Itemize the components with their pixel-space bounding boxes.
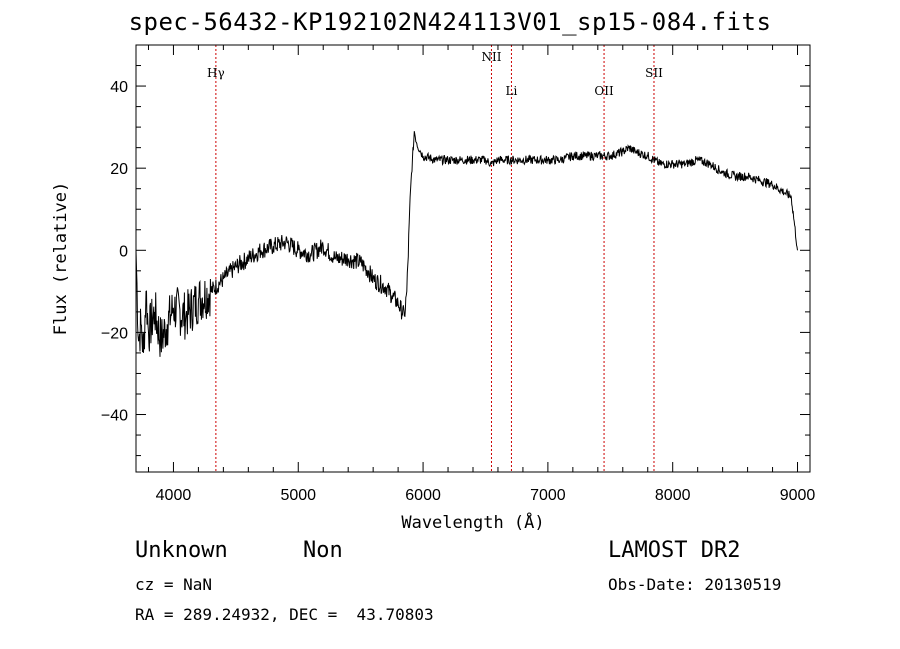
y-tick-label: 40 xyxy=(110,79,128,96)
spectral-line-label: NII xyxy=(481,50,501,64)
y-tick-label: 0 xyxy=(119,243,128,260)
y-tick-label: −40 xyxy=(101,408,128,425)
observation-date: Obs-Date: 20130519 xyxy=(608,575,782,594)
ra-dec-coordinates: RA = 289.24932, DEC = 43.70803 xyxy=(135,605,434,624)
x-tick-label: 6000 xyxy=(405,487,441,504)
spectral-line-label: SII xyxy=(645,66,663,80)
survey-label: LAMOST DR2 xyxy=(608,538,741,563)
y-tick-label: −20 xyxy=(101,325,128,342)
y-tick-label: 20 xyxy=(110,161,128,178)
chart-title: spec-56432-KP192102N424113V01_sp15-084.f… xyxy=(128,8,772,36)
object-class: Unknown xyxy=(135,538,228,563)
object-subclass: Non xyxy=(303,538,343,563)
redshift-cz: cz = NaN xyxy=(135,575,213,594)
x-tick-label: 7000 xyxy=(530,487,566,504)
axis-ticks: 4000 5000 6000 7000 8000 9000 −40 −20 0 20 40 xyxy=(101,44,816,504)
spectral-line-label: OII xyxy=(594,84,614,98)
x-tick-label: 8000 xyxy=(655,487,691,504)
spectral-line-markers: Hγ NII Li OII SII xyxy=(207,45,663,472)
x-tick-label: 9000 xyxy=(780,487,816,504)
x-axis-label: Wavelength (Å) xyxy=(401,511,544,533)
spectral-line-label: Hγ xyxy=(207,66,225,80)
x-tick-label: 5000 xyxy=(280,487,316,504)
x-tick-label: 4000 xyxy=(156,487,192,504)
plot-frame xyxy=(135,44,811,473)
spectrum-series-line xyxy=(135,131,798,357)
y-axis-label: Flux (relative) xyxy=(51,182,71,336)
spectral-line-label: Li xyxy=(506,84,518,98)
